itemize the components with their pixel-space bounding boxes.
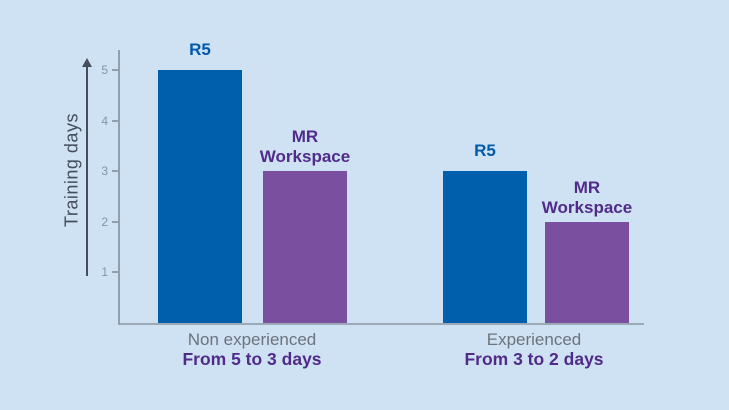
bar-mr-workspace-experienced xyxy=(545,222,629,323)
group-subtitle: From 3 to 2 days xyxy=(464,349,604,369)
y-tick-mark xyxy=(112,120,118,122)
x-axis-line xyxy=(118,323,644,325)
y-axis-line xyxy=(118,50,120,324)
arrow-up-icon xyxy=(82,58,92,67)
bar-label-mr-workspace-non-experienced: MR Workspace xyxy=(259,127,351,166)
y-tick-label: 2 xyxy=(101,215,108,229)
x-group-label-experienced: Experienced From 3 to 2 days xyxy=(464,330,603,369)
y-tick-mark xyxy=(112,170,118,172)
y-axis-arrow-line xyxy=(86,66,88,276)
group-subtitle: From 5 to 3 days xyxy=(182,349,322,369)
bar-label-r5-experienced: R5 xyxy=(474,141,496,160)
y-tick-mark xyxy=(112,69,118,71)
y-tick-mark xyxy=(112,271,118,273)
group-category: Non experienced xyxy=(187,330,317,349)
y-tick-label: 4 xyxy=(101,114,108,128)
group-category: Experienced xyxy=(486,330,582,349)
y-tick-mark xyxy=(112,221,118,223)
x-group-label-non-experienced: Non experienced From 5 to 3 days xyxy=(182,330,321,369)
y-tick-label: 3 xyxy=(101,164,108,178)
bar-r5-non-experienced xyxy=(158,70,242,323)
y-tick-label: 1 xyxy=(101,265,108,279)
y-axis-title: Training days xyxy=(61,113,82,227)
bar-label-r5-non-experienced: R5 xyxy=(189,40,211,59)
bar-label-mr-workspace-experienced: MR Workspace xyxy=(541,178,633,217)
bar-r5-experienced xyxy=(443,171,527,323)
bar-mr-workspace-non-experienced xyxy=(263,171,347,323)
y-tick-label: 5 xyxy=(101,63,108,77)
